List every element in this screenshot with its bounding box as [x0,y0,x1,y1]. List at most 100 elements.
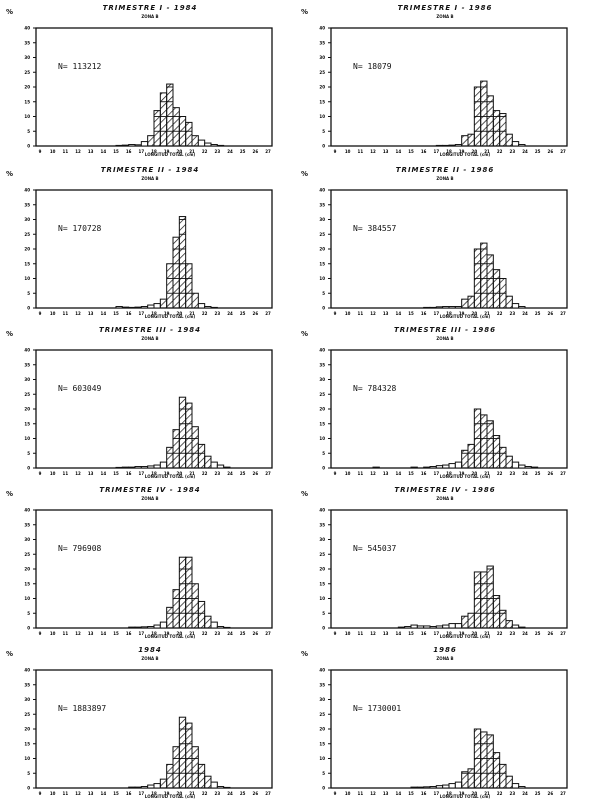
x-tick-label: 11 [63,471,69,476]
histogram-bar [442,464,450,469]
x-tick-label: 21 [189,471,195,476]
panel-subtitle: ZONA B [141,656,159,661]
plot-area: 0 5 10 15 20 25 30 35 40 9 10 11 12 13 14 15 16 17 18 19 20 2… [319,348,568,476]
x-tick-label: 24 [522,149,528,154]
panel-title: TRIMESTRE I - 1984 [102,4,198,12]
x-tick-label: 20 [177,311,183,316]
x-tick-label: 12 [75,149,81,154]
x-tick-label: 27 [560,791,566,796]
y-tick-label: 35 [24,682,30,687]
histogram-bar [461,298,469,309]
x-tick-label: 27 [560,631,566,636]
x-tick-label: 14 [101,311,107,316]
x-tick-label: 12 [75,791,81,796]
x-tick-label: 25 [240,631,246,636]
histogram-bar [372,466,380,469]
y-tick-label: 40 [319,668,325,673]
panel-subtitle: ZONA B [141,176,159,181]
x-tick-label: 22 [202,311,208,316]
sample-size-label: N= 113212 [58,62,102,71]
y-unit-label: % [301,330,309,338]
x-tick-label: 13 [88,311,94,316]
x-tick-label: 16 [126,471,132,476]
histogram-bar [178,396,187,469]
y-tick-label: 30 [24,697,30,702]
y-tick-label: 25 [24,70,30,75]
histogram-bar [511,624,520,629]
y-tick-label: 10 [24,276,30,281]
histogram-bar [147,626,155,629]
x-tick-label: 10 [345,311,351,316]
y-unit-label: % [301,170,309,178]
y-unit-label: % [6,8,14,16]
y-tick-label: 5 [322,291,325,296]
histogram-bar [115,144,123,147]
plot-area: 0 5 10 15 20 25 30 35 40 9 10 11 12 13 14 15 16 17 18 19 20 2… [24,668,273,796]
y-tick-label: 10 [24,596,30,601]
plot-frame [330,349,568,469]
x-tick-label: 26 [253,471,259,476]
y-tick-label: 25 [319,712,325,717]
panel-subtitle: ZONA B [436,656,454,661]
x-axis-label: LONGITUD TOTAL (cm) [144,152,196,157]
histogram-panel-1: TRIMESTRE I - 1986 ZONA B % 0 5 10 15 20 25 30… [295,0,595,160]
histogram-bar [191,426,199,469]
y-tick-label: 0 [27,786,30,791]
x-tick-label: 11 [358,149,364,154]
histogram-bar [172,236,180,309]
x-tick-label: 15 [113,631,119,636]
plot-area: 0 5 10 15 20 25 30 35 40 9 10 11 12 13 14 15 16 17 18 19 20 2… [24,508,273,636]
histogram-bar [197,303,206,309]
histogram-bar [448,623,456,629]
x-tick-label: 16 [421,149,427,154]
x-tick-label: 14 [396,311,402,316]
x-tick-label: 22 [202,471,208,476]
x-tick-label: 26 [548,471,554,476]
y-tick-label: 30 [24,537,30,542]
histogram-panel-2: TRIMESTRE II - 1984 ZONA B % 0 5 10 15 20 25 3… [0,162,300,322]
y-tick-label: 20 [24,567,30,572]
y-tick-label: 20 [319,247,325,252]
histogram-bar [404,626,412,629]
histogram-bar [140,306,149,309]
x-tick-label: 22 [497,471,503,476]
histogram-bar [197,600,206,629]
x-tick-label: 10 [345,631,351,636]
histogram-bar [505,295,513,309]
x-tick-label: 21 [189,791,195,796]
histogram-bar [467,295,475,309]
histogram-bar [166,83,174,147]
histogram-panel-0: TRIMESTRE I - 1984 ZONA B % 0 5 10 15 20 25 30… [0,0,300,160]
x-tick-label: 15 [408,311,414,316]
x-tick-label: 13 [383,791,389,796]
panel-title: TRIMESTRE IV - 1986 [394,486,496,494]
plot-area: 0 5 10 15 20 25 30 35 40 9 10 11 12 13 14 15 16 17 18 19 20 2… [319,508,568,636]
y-tick-label: 0 [322,306,325,311]
histogram-bar [505,620,513,629]
x-axis-label: LONGITUD TOTAL (cm) [439,634,491,639]
histogram-bar [499,609,507,629]
panel-title: TRIMESTRE III - 1984 [98,326,202,334]
x-tick-label: 21 [484,149,490,154]
x-tick-label: 11 [358,471,364,476]
histogram-bar [511,783,520,789]
y-tick-label: 15 [319,421,325,426]
histogram-bar [153,783,161,789]
histogram-bar [197,763,206,789]
y-tick-label: 5 [27,611,30,616]
sample-size-label: N= 1730001 [353,704,402,713]
histogram-bar [505,775,513,789]
x-tick-label: 26 [253,791,259,796]
histogram-bar [442,306,450,309]
x-tick-label: 23 [215,791,221,796]
y-tick-label: 15 [24,581,30,586]
histogram-panel-9: 1986 ZONA B % 0 5 10 15 20 25 30 35 40 9 10 11 12 13 1… [295,642,595,802]
x-tick-label: 21 [484,631,490,636]
histogram-bar [486,95,494,147]
y-tick-label: 0 [322,144,325,149]
x-tick-label: 24 [227,791,233,796]
x-tick-label: 21 [189,631,195,636]
x-tick-label: 10 [50,791,56,796]
panel-subtitle: ZONA B [436,496,454,501]
histogram-bar [121,144,130,147]
